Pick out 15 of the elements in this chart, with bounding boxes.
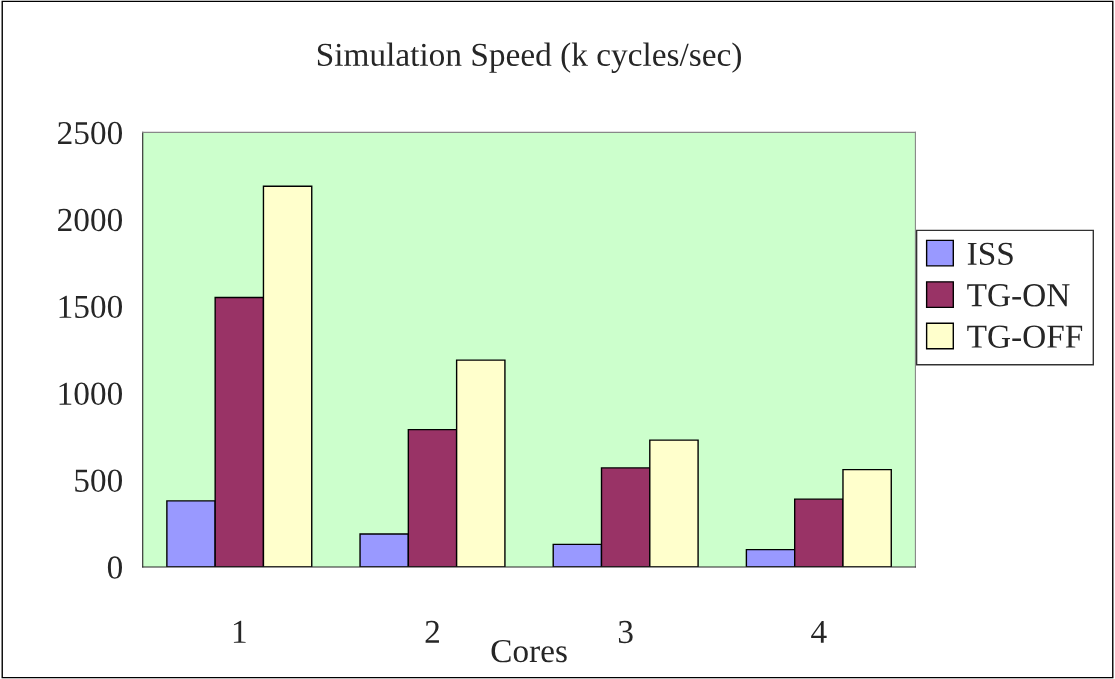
x-axis-title: Cores xyxy=(491,639,567,663)
y-tick-label: 2000 xyxy=(58,208,122,232)
x-tick-label: 3 xyxy=(618,620,633,644)
x-tick-label: 1 xyxy=(233,620,246,643)
y-tick-label: 500 xyxy=(75,469,122,492)
x-tick-label: 4 xyxy=(811,620,827,643)
y-tick-label: 1000 xyxy=(59,382,122,406)
y-tick-label: 1500 xyxy=(59,295,122,319)
y-tick-label: 0 xyxy=(107,556,122,579)
x-tick-label: 2 xyxy=(425,620,439,643)
legend-label: ISS xyxy=(967,242,1013,266)
legend-label: TG-OFF xyxy=(967,325,1083,348)
y-tick-label: 2500 xyxy=(58,121,122,145)
chart-title: Simulation Speed (k cycles/sec) xyxy=(317,42,741,73)
legend-label: TG-ON xyxy=(967,284,1070,307)
